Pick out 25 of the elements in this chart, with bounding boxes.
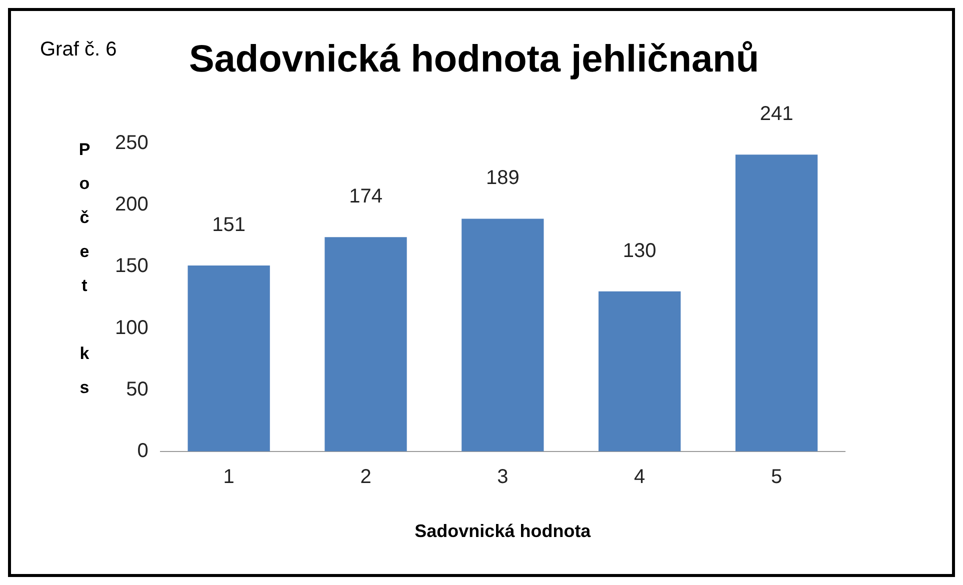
text: Graf č. 6	[40, 38, 117, 61]
data-label: 130	[622, 240, 656, 262]
data-label: 174	[349, 186, 382, 208]
y-tick-label: 150	[114, 255, 148, 278]
x-tick-label: 3	[497, 466, 508, 488]
data-label: 189	[486, 167, 520, 190]
bar	[735, 154, 818, 452]
bar	[188, 265, 270, 452]
y-tick-label: 50	[126, 378, 148, 400]
data-label: 151	[212, 214, 246, 236]
y-axis-title: Počet ks	[75, 140, 94, 412]
bar	[598, 291, 681, 452]
x-tick-label: 5	[770, 466, 782, 488]
data-label: 241	[760, 103, 794, 126]
x-tick-label: 1	[223, 466, 234, 488]
bar	[462, 218, 544, 452]
y-tick-label: 200	[114, 194, 148, 216]
x-tick-label: 2	[360, 466, 372, 488]
y-tick-label: 0	[137, 440, 148, 462]
bar	[324, 237, 407, 452]
x-axis-title: Sadovnická hodnota	[414, 521, 592, 542]
x-tick-label: 4	[634, 466, 646, 488]
chart-title: Sadovnická hodnota jehličnanů	[188, 38, 760, 80]
y-tick-label: 100	[114, 316, 148, 339]
y-tick-label: 250	[114, 132, 148, 154]
